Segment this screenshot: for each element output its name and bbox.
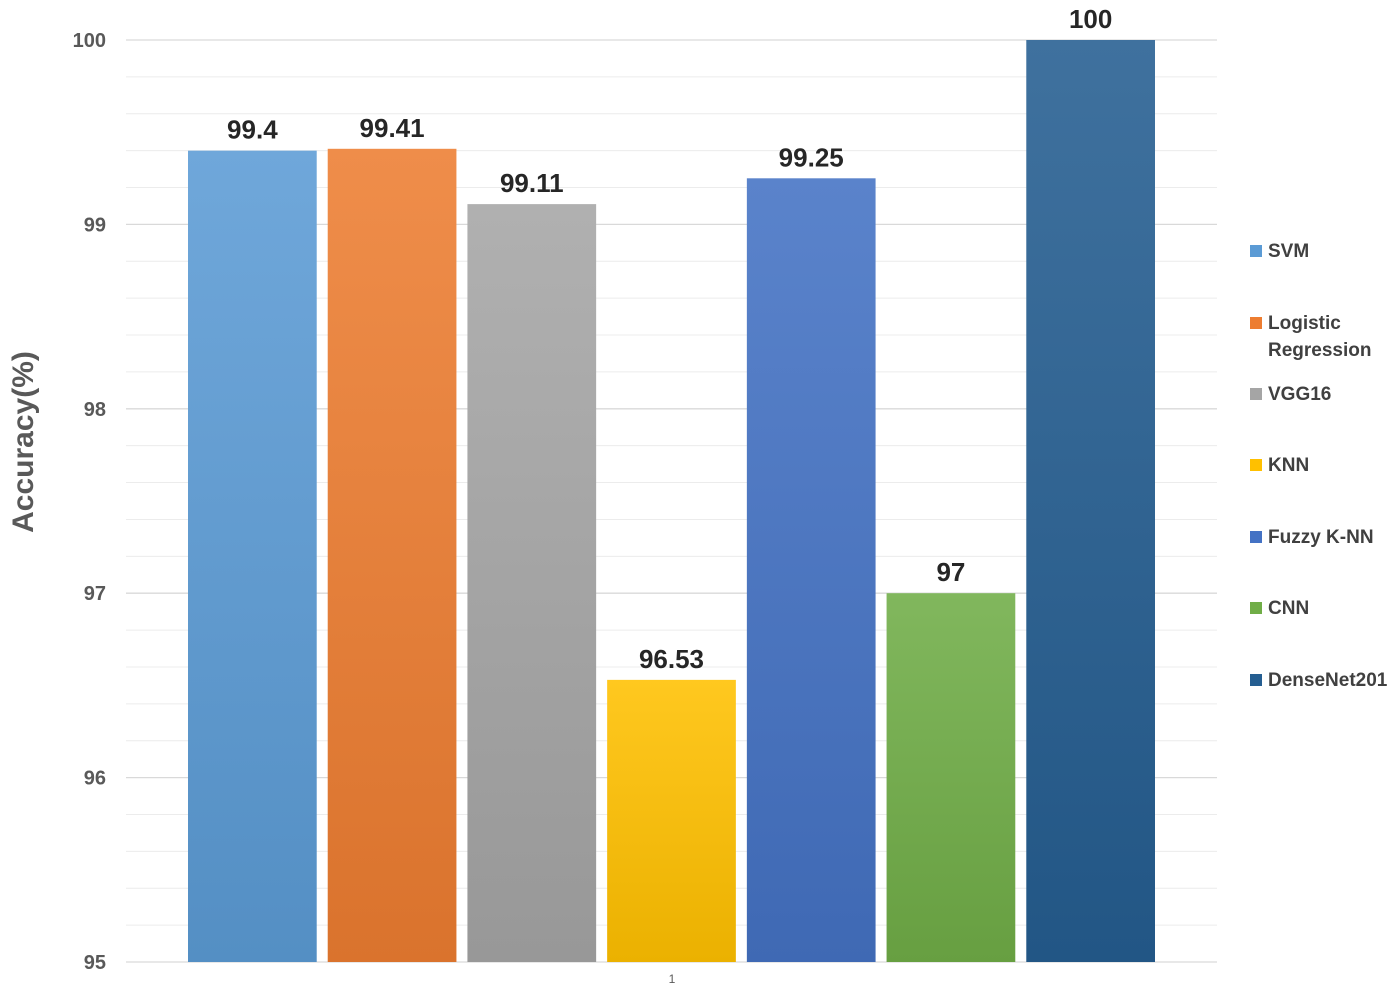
bar-knn [607,679,736,962]
bar-vgg16 [467,204,597,963]
bar-fuzzy-k-nn [746,178,876,963]
data-label: 100 [1069,4,1112,34]
bars [188,40,1155,963]
legend-swatch [1250,674,1262,686]
bar-logistic-regression [327,148,457,962]
y-tick-label: 99 [84,214,106,236]
y-axis-title: Accuracy(%) [7,351,40,533]
data-label: 99.25 [779,142,844,172]
data-label: 99.11 [500,168,564,198]
legend-item: CNN [1250,597,1393,622]
legend-swatch [1250,388,1262,400]
bar-svm [188,150,317,962]
data-label: 97 [936,557,965,587]
legend-item: KNN [1250,454,1393,479]
legend-label: DenseNet201 [1268,670,1388,691]
y-tick-label: 96 [84,768,106,790]
legend-item: SVM [1250,240,1393,265]
legend-item: Fuzzy K-NN [1250,526,1393,551]
legend-swatch [1250,602,1262,614]
y-tick-label: 95 [84,952,106,974]
legend-item: Logistic Regression [1250,312,1393,364]
legend-label: Logistic Regression [1268,313,1372,361]
legend-label: VGG16 [1268,384,1332,405]
y-axis: 95 96 97 98 99 100 [73,30,106,974]
legend-swatch [1250,245,1262,257]
legend-swatch [1250,531,1262,543]
y-tick-label: 98 [84,399,106,421]
y-tick-label: 100 [73,30,106,52]
legend-item: DenseNet201 [1250,669,1393,694]
y-tick-label: 97 [84,583,106,605]
legend-label: KNN [1268,455,1310,476]
data-label: 99.41 [360,113,425,143]
x-category-label: 1 [669,972,676,986]
legend-label: CNN [1268,598,1310,619]
data-label: 96.53 [639,644,704,674]
bar-densenet201 [1026,40,1155,962]
legend-label: SVM [1268,241,1310,262]
legend-swatch [1250,459,1262,471]
legend-item: VGG16 [1250,383,1393,408]
bar-cnn [886,593,1016,962]
legend-swatch [1250,317,1262,329]
data-label: 99.4 [227,115,278,145]
legend-label: Fuzzy K-NN [1268,527,1374,548]
value-labels: 99.4 99.41 99.11 96.53 99.25 97 100 [227,4,1112,674]
